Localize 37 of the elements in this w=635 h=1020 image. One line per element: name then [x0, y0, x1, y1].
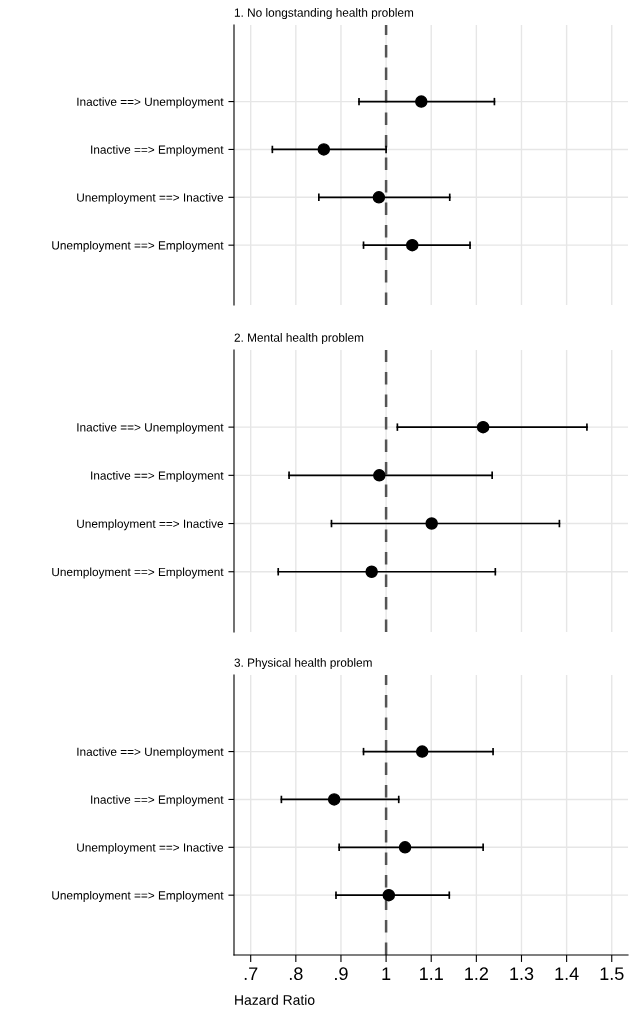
x-tick-label: 1.1 — [420, 967, 443, 980]
point — [365, 565, 378, 578]
chart-title: 1. No longstanding health problem — [234, 8, 414, 20]
point — [317, 143, 331, 156]
y-tick-label: Inactive ==> Employment — [91, 795, 224, 807]
y-tick-label: Unemployment ==> Employment — [52, 890, 224, 902]
x-axis-title: Hazard Ratio — [235, 994, 315, 1005]
y-tick-label: Unemployment ==> Employment — [52, 240, 224, 252]
x-tick-label: 1.3 — [510, 967, 534, 981]
y-tick-label: Unemployment ==> Inactive — [77, 519, 224, 531]
point — [415, 745, 429, 758]
point — [415, 95, 428, 108]
x-tick-label: .8 — [289, 967, 303, 981]
chart-title: 3. Physical health problem — [234, 658, 372, 670]
point — [372, 191, 386, 204]
y-tick-label: Unemployment ==> Inactive — [77, 843, 224, 855]
chart-title: 2. Mental health problem — [234, 333, 364, 345]
y-tick-label: Unemployment ==> Employment — [52, 567, 224, 579]
y-tick-label: Inactive ==> Unemployment — [77, 747, 224, 759]
x-tick-label: .7 — [244, 967, 258, 980]
y-tick-label: Unemployment ==> Inactive — [77, 193, 224, 205]
point — [406, 238, 419, 252]
x-tick-label: 1.5 — [600, 967, 624, 981]
x-tick-label: 1.2 — [465, 967, 488, 980]
point — [327, 793, 341, 806]
point — [373, 469, 386, 482]
y-tick-label: Inactive ==> Employment — [91, 145, 224, 157]
point — [476, 420, 490, 434]
point — [425, 517, 438, 530]
y-tick-label: Inactive ==> Unemployment — [77, 97, 224, 109]
y-tick-label: Inactive ==> Unemployment — [77, 422, 224, 434]
x-tick-label: 1.4 — [555, 967, 579, 980]
y-tick-label: Inactive ==> Employment — [91, 471, 224, 483]
x-tick-label: 1 — [382, 967, 391, 980]
x-tick-label: .9 — [335, 967, 348, 981]
point — [398, 841, 412, 854]
point — [382, 888, 396, 902]
